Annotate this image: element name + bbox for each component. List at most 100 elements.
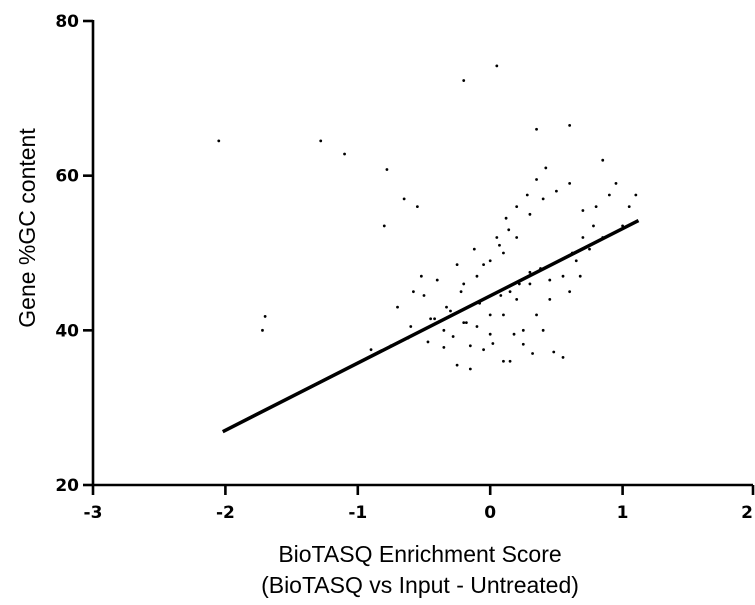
data-point: [482, 348, 485, 352]
data-point: [498, 243, 501, 247]
data-point: [535, 178, 538, 181]
data-point: [515, 205, 519, 209]
data-point: [445, 305, 448, 309]
data-point: [433, 317, 436, 321]
data-point: [614, 182, 618, 185]
data-point: [528, 270, 532, 274]
data-point: [419, 274, 423, 278]
x-axis-title-line2: (BioTASQ vs Input - Untreated): [261, 572, 579, 598]
data-point: [548, 278, 552, 282]
data-point: [541, 197, 545, 201]
data-point: [508, 290, 512, 294]
data-point: [495, 236, 499, 239]
data-point: [561, 274, 565, 278]
data-point: [499, 294, 503, 297]
data-point: [459, 290, 463, 294]
data-point: [462, 282, 466, 286]
data-point: [544, 166, 548, 170]
x-tick-label: 0: [484, 503, 496, 523]
data-point: [468, 367, 472, 371]
data-point: [578, 274, 582, 278]
data-point: [415, 205, 419, 209]
data-point: [548, 298, 552, 301]
data-point: [319, 139, 323, 143]
data-point: [502, 251, 505, 255]
data-point: [528, 282, 532, 286]
data-point: [455, 263, 459, 266]
data-point: [429, 317, 433, 321]
data-point: [491, 342, 495, 345]
data-point: [634, 193, 638, 197]
data-point: [581, 209, 585, 212]
data-point: [512, 332, 516, 336]
data-point: [528, 212, 532, 216]
x-tick-label: 2: [741, 503, 753, 523]
data-point: [531, 352, 534, 355]
data-point: [594, 205, 598, 209]
data-point: [552, 350, 556, 354]
data-point: [385, 168, 389, 171]
data-point: [488, 313, 492, 317]
data-point: [451, 335, 455, 338]
data-point: [502, 313, 505, 317]
data-point: [568, 290, 572, 294]
data-point: [507, 228, 511, 232]
data-point: [521, 342, 525, 346]
data-point: [369, 348, 373, 352]
data-point: [515, 298, 519, 301]
data-point: [504, 216, 508, 220]
data-point: [472, 247, 476, 251]
x-tick-label: -3: [84, 503, 103, 523]
data-point: [495, 64, 499, 68]
axes: [91, 20, 753, 487]
data-point: [343, 152, 346, 156]
x-tick-label: -2: [216, 503, 235, 523]
data-point: [555, 189, 558, 193]
data-point: [442, 345, 446, 349]
data-point: [449, 309, 452, 313]
y-tick-label: 60: [55, 167, 79, 187]
data-point: [488, 259, 492, 263]
y-tick-label: 20: [55, 476, 79, 496]
x-axis-ticks: -3 -2 -1 0 1 2: [84, 485, 755, 523]
y-axis-title: Gene %GC content: [14, 128, 40, 328]
data-point: [475, 274, 479, 278]
data-point: [261, 328, 264, 332]
data-point: [468, 344, 472, 348]
data-point: [588, 247, 591, 251]
data-point: [382, 224, 386, 228]
data-point: [592, 224, 595, 228]
data-point: [561, 356, 565, 359]
data-point: [462, 79, 466, 82]
data-point: [462, 321, 466, 324]
data-point: [535, 127, 538, 131]
points-layer: [217, 64, 638, 371]
data-point: [525, 193, 529, 197]
data-point: [402, 197, 406, 201]
data-point: [455, 363, 459, 367]
data-point: [464, 321, 468, 324]
data-point: [601, 158, 605, 162]
data-point: [435, 278, 439, 282]
data-point: [442, 328, 446, 332]
data-point: [409, 325, 413, 328]
x-tick-label: 1: [617, 503, 629, 523]
data-point: [541, 328, 545, 332]
data-point: [217, 139, 221, 143]
data-point: [396, 305, 399, 309]
data-point: [607, 193, 611, 197]
data-point: [482, 263, 485, 266]
data-point: [521, 328, 525, 332]
data-point: [568, 124, 572, 127]
x-axis-title: BioTASQ Enrichment Score: [278, 541, 561, 567]
data-point: [502, 359, 505, 363]
x-tick-label: -1: [348, 503, 367, 523]
data-point: [508, 359, 512, 363]
y-tick-label: 40: [55, 321, 79, 341]
data-point: [422, 294, 426, 297]
data-point: [475, 325, 479, 328]
data-point: [535, 313, 538, 317]
trend-line: [221, 218, 640, 434]
data-point: [412, 290, 415, 294]
